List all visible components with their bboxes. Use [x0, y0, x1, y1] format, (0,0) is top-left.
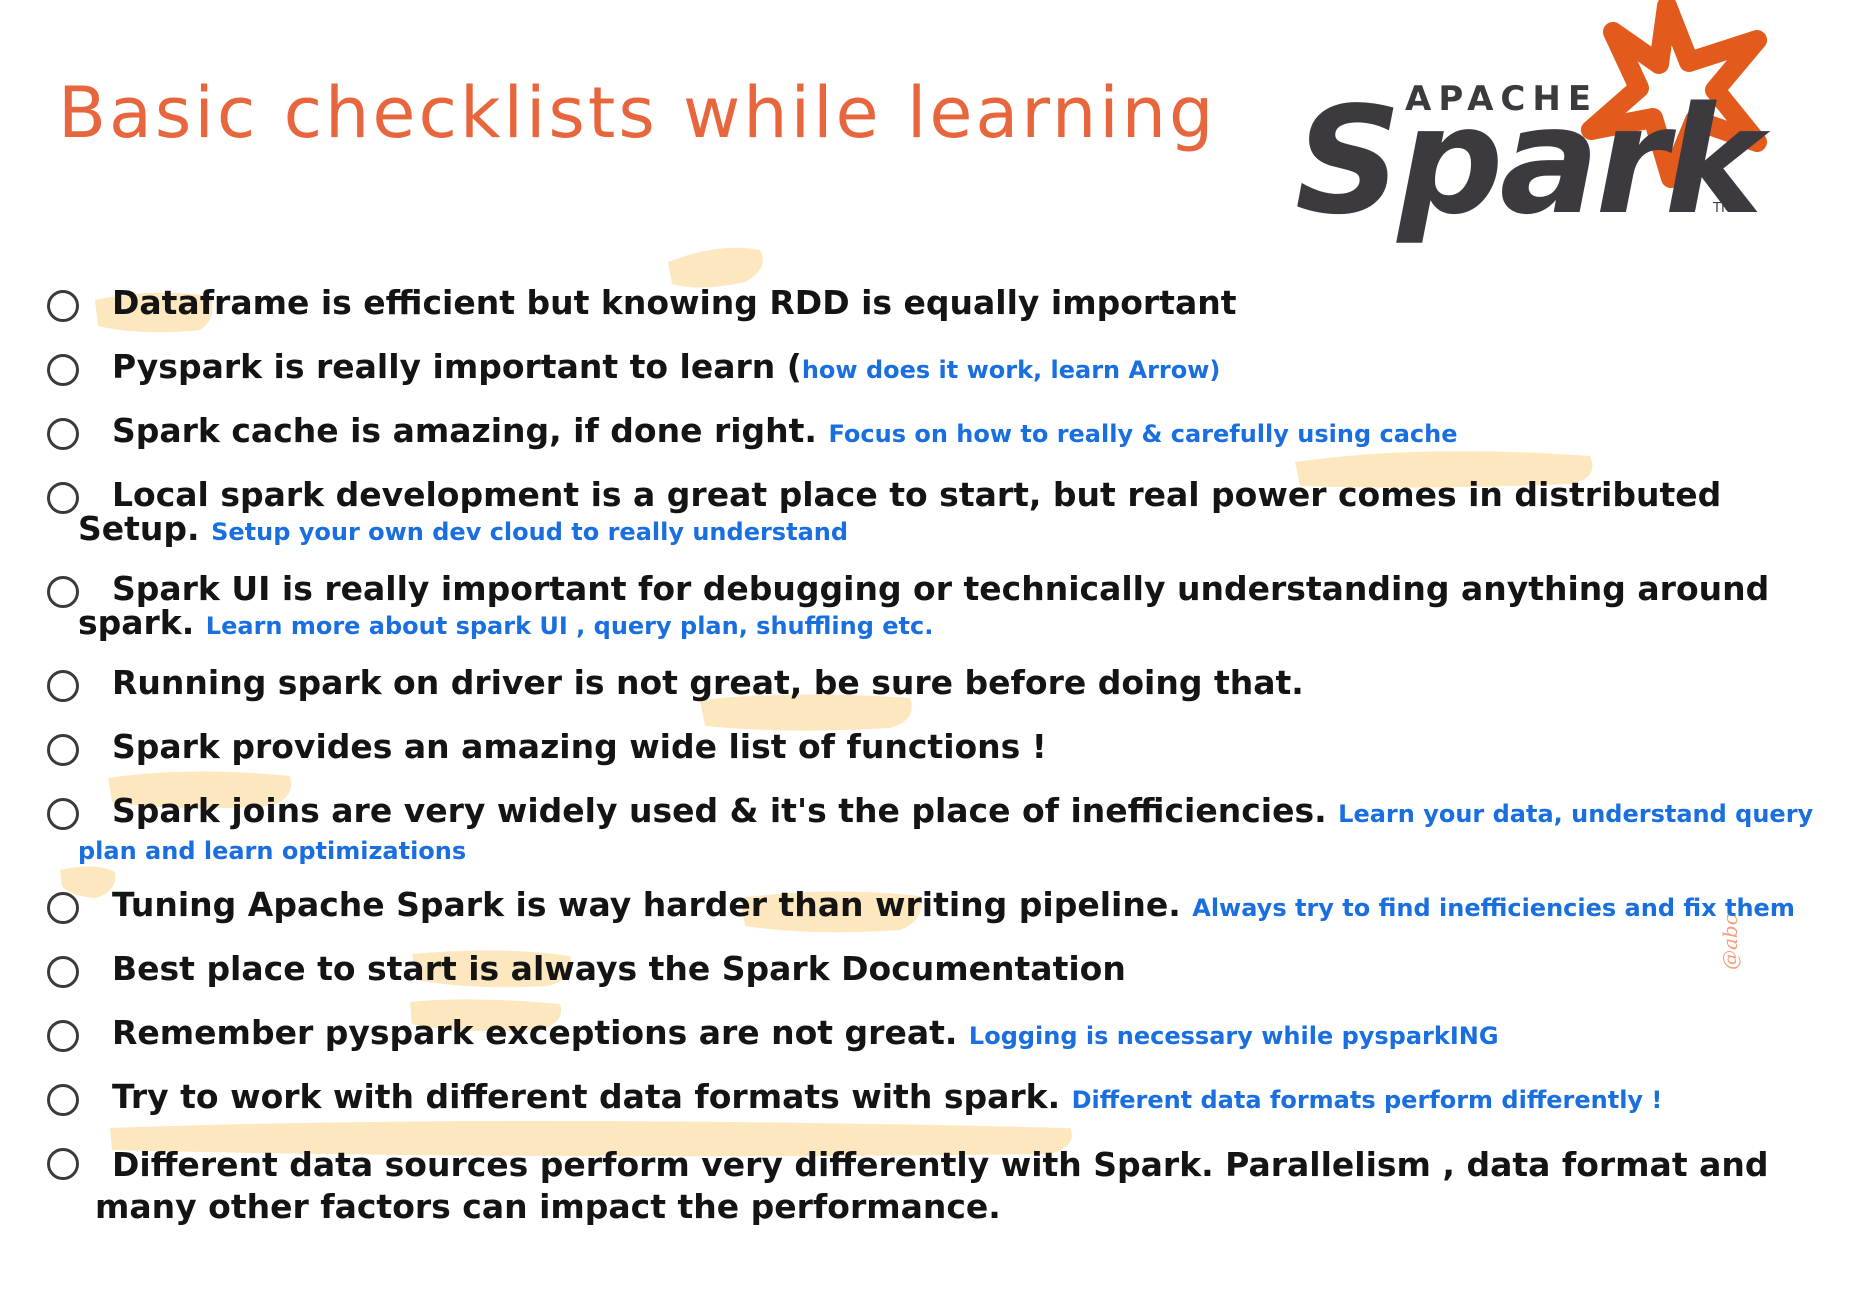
item-note-text: how does it work, learn Arrow) — [801, 356, 1221, 384]
item-text: Best place to start is always the Spark … — [95, 952, 1853, 989]
item-text: Spark cache is amazing, if done right. F… — [95, 414, 1853, 451]
radio-checkbox[interactable] — [47, 418, 79, 450]
item-main-text: Running spark on driver is not great, be… — [112, 663, 1304, 702]
item-text: Spark UI is really important for debuggi… — [78, 572, 1853, 643]
item-text: Running spark on driver is not great, be… — [95, 666, 1853, 703]
radio-checkbox[interactable] — [47, 1148, 79, 1180]
item-main-text: Remember pyspark exceptions are not grea… — [112, 1013, 958, 1052]
item-text: Remember pyspark exceptions are not grea… — [95, 1016, 1853, 1053]
item-text: Spark joins are very widely used & it's … — [78, 794, 1853, 868]
item-note-text: Focus on how to really & carefully using… — [828, 420, 1458, 448]
apache-spark-logo: APACHE Spark TM — [1295, 0, 1774, 245]
item-note-text: Logging is necessary while pysparkING — [968, 1022, 1499, 1050]
item-main-text: Spark UI is really important for debuggi… — [78, 569, 1770, 642]
item-text: Local spark development is a great place… — [78, 478, 1853, 549]
item-text: Different data sources perform very diff… — [95, 1144, 1853, 1231]
item-main-text: Tuning Apache Spark is way harder than w… — [112, 885, 1181, 924]
radio-checkbox[interactable] — [47, 956, 79, 988]
highlight-mark — [668, 247, 763, 288]
radio-checkbox[interactable] — [47, 290, 79, 322]
item-text: Spark provides an amazing wide list of f… — [95, 730, 1853, 767]
logo-apache-text: APACHE — [1405, 79, 1598, 119]
item-main-text: Different data sources perform very diff… — [95, 1145, 1769, 1226]
item-main-text: Try to work with different data formats … — [112, 1077, 1061, 1116]
radio-checkbox[interactable] — [47, 354, 79, 386]
radio-checkbox[interactable] — [47, 1084, 79, 1116]
item-main-text: Spark provides an amazing wide list of f… — [112, 727, 1047, 766]
item-main-text: Spark cache is amazing, if done right. — [112, 411, 817, 450]
radio-checkbox[interactable] — [47, 482, 79, 514]
item-note-text: Different data formats perform different… — [1071, 1086, 1663, 1114]
radio-checkbox[interactable] — [47, 798, 79, 830]
item-text: Tuning Apache Spark is way harder than w… — [95, 888, 1853, 925]
item-main-text: Spark joins are very widely used & it's … — [112, 791, 1327, 830]
radio-checkbox[interactable] — [47, 892, 79, 924]
spark-star-icon — [1581, 0, 1767, 188]
radio-checkbox[interactable] — [47, 734, 79, 766]
item-note-text: Learn more about spark UI , query plan, … — [205, 612, 934, 640]
item-text: Try to work with different data formats … — [95, 1080, 1853, 1117]
item-text: Dataframe is efficient but knowing RDD i… — [95, 286, 1853, 323]
item-main-text: Best place to start is always the Spark … — [112, 949, 1126, 988]
radio-checkbox[interactable] — [47, 670, 79, 702]
item-main-text: Dataframe is efficient but knowing RDD i… — [112, 283, 1237, 322]
item-note-text: Always try to find inefficiencies and fi… — [1192, 894, 1795, 922]
logo-tm-text: TM — [1712, 201, 1732, 216]
radio-checkbox[interactable] — [47, 576, 79, 608]
item-note-text: Setup your own dev cloud to really under… — [211, 518, 849, 546]
radio-checkbox[interactable] — [47, 1020, 79, 1052]
logo-spark-text: Spark — [1295, 75, 1770, 245]
item-main-text: Local spark development is a great place… — [78, 475, 1722, 548]
watermark: @abc — [1718, 914, 1742, 970]
item-note-text: Learn your data, understand query plan a… — [78, 800, 1814, 865]
item-main-text: Pyspark is really important to learn ( — [112, 347, 802, 386]
page-title: Basic checklists while learning — [58, 72, 1217, 154]
item-text: Pyspark is really important to learn (ho… — [95, 350, 1853, 387]
